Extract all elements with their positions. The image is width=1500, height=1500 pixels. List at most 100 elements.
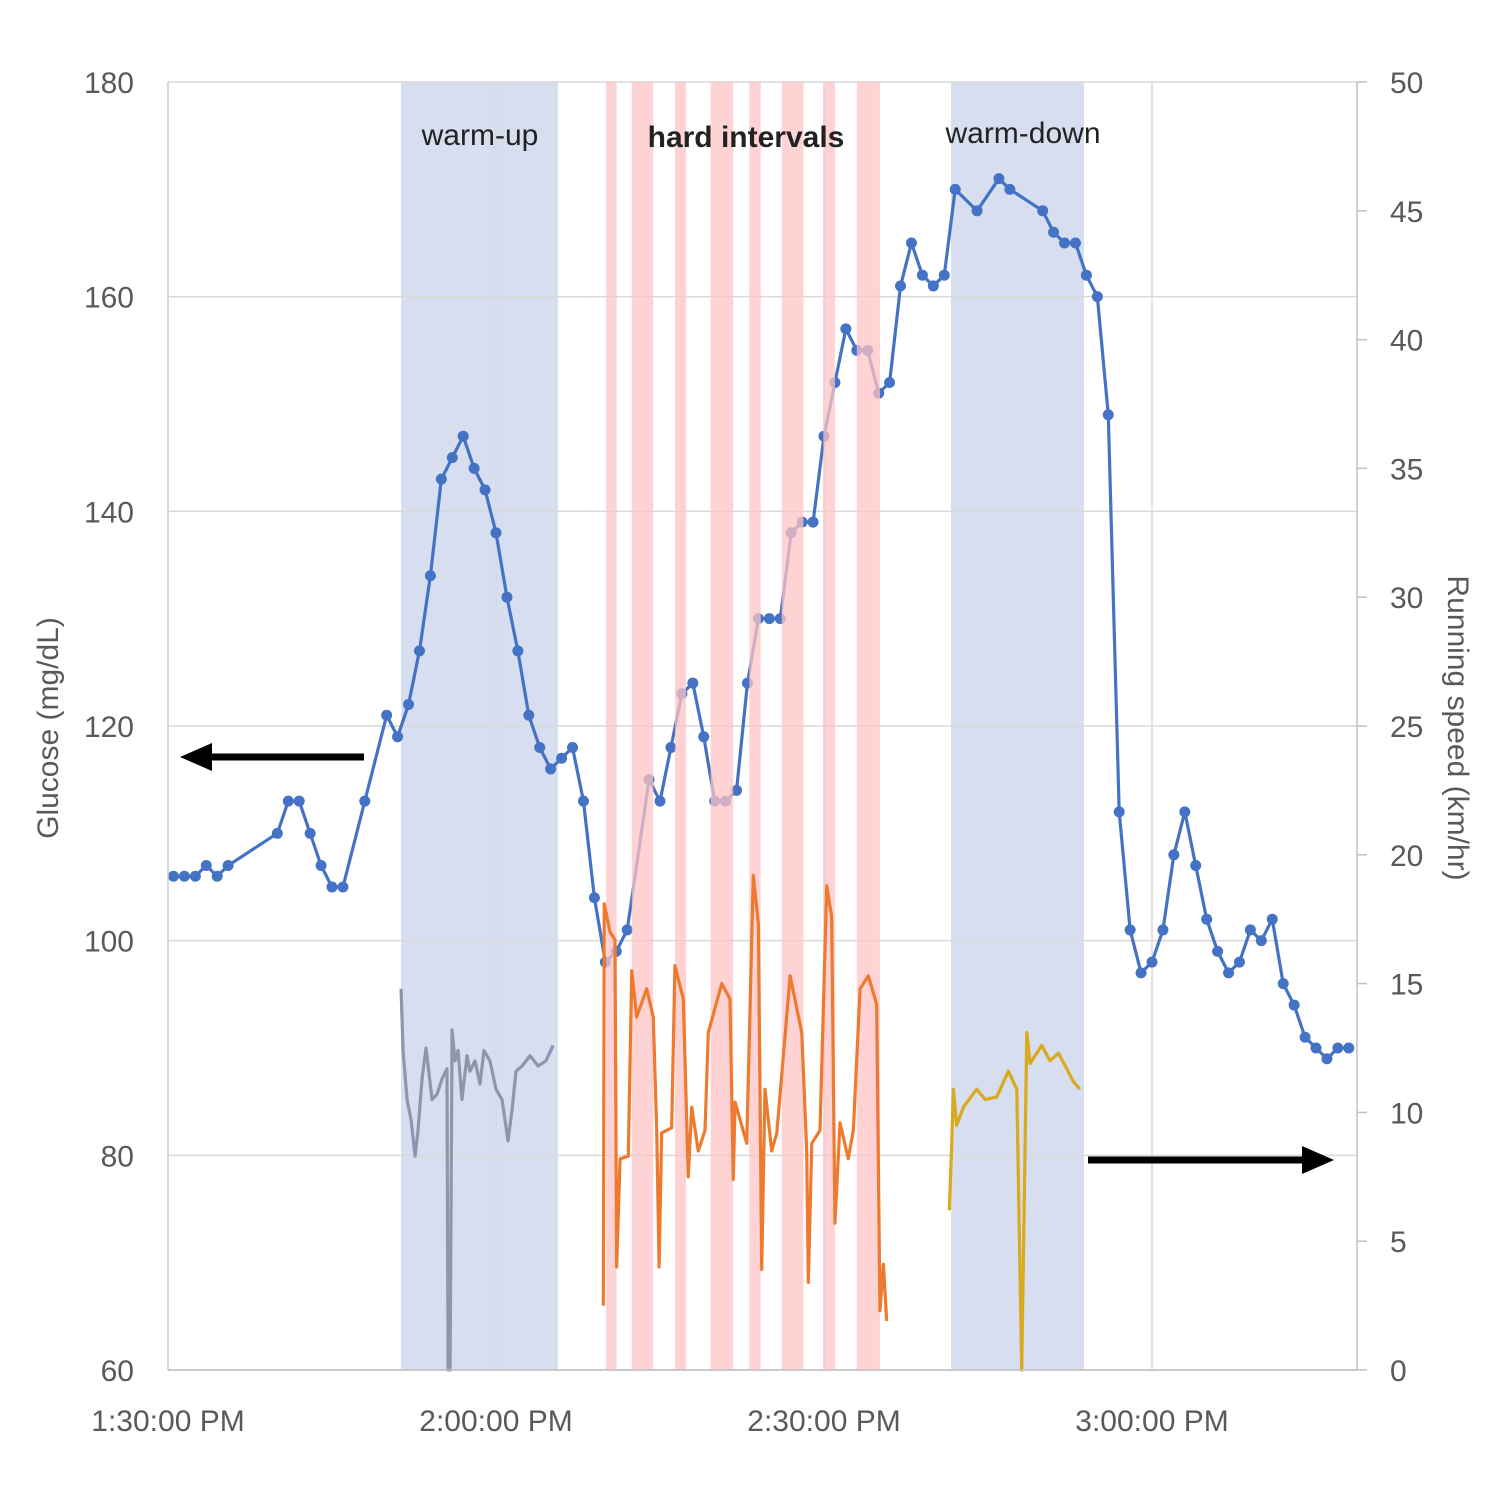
hard-interval-bands xyxy=(606,82,880,1370)
glucose-point xyxy=(905,237,917,249)
right-tick-label: 5 xyxy=(1390,1226,1407,1259)
x-tick-label: 2:30:00 PM xyxy=(747,1405,900,1438)
glucose-point xyxy=(211,870,223,882)
glucose-point xyxy=(403,699,415,711)
glucose-point xyxy=(326,881,338,893)
glucose-point xyxy=(971,205,983,217)
glucose-point xyxy=(1113,806,1125,818)
glucose-point xyxy=(490,527,502,539)
right-tick-label: 25 xyxy=(1390,711,1423,744)
glucose-point xyxy=(1037,205,1049,217)
left-axis-title: Glucose (mg/dL) xyxy=(32,617,65,839)
glucose-point xyxy=(271,827,283,839)
right-tick-label: 35 xyxy=(1390,453,1423,486)
glucose-point xyxy=(1069,237,1081,249)
speed-series xyxy=(399,873,1082,1372)
glucose-point xyxy=(1190,860,1202,872)
glucose-point xyxy=(512,645,524,657)
glucose-point xyxy=(413,645,425,657)
glucose-point xyxy=(1091,291,1103,303)
right-axis-title: Running speed (km/hr) xyxy=(1441,575,1474,880)
glucose-point xyxy=(1179,806,1191,818)
x-tick-label: 2:00:00 PM xyxy=(419,1405,572,1438)
intervals-speed-line xyxy=(601,873,889,1322)
glucose-point xyxy=(501,591,513,603)
right-tick-label: 10 xyxy=(1390,1097,1423,1130)
axes xyxy=(167,81,1367,1371)
right-tick-label: 15 xyxy=(1390,969,1423,1002)
glucose-point xyxy=(167,870,179,882)
glucose-point xyxy=(763,613,775,625)
glucose-point xyxy=(1233,956,1245,968)
glucose-point xyxy=(1321,1053,1333,1065)
annotation-warmup: warm-up xyxy=(421,119,539,152)
glucose-point xyxy=(1212,945,1224,957)
glucose-point xyxy=(938,269,950,281)
left-arrow xyxy=(180,743,364,771)
left-tick-label: 160 xyxy=(84,282,134,315)
glucose-point xyxy=(927,280,939,292)
glucose-point xyxy=(523,709,535,721)
glucose-point xyxy=(1277,978,1289,990)
glucose-point xyxy=(1244,924,1256,936)
glucose-point xyxy=(884,377,896,389)
glucose-point xyxy=(1343,1042,1355,1054)
glucose-point xyxy=(337,881,349,893)
glucose-point xyxy=(1146,956,1158,968)
glucose-point xyxy=(1332,1042,1344,1054)
glucose-point xyxy=(687,677,699,689)
glucose-point xyxy=(949,183,961,195)
left-arrow-head xyxy=(180,743,212,771)
glucose-point xyxy=(392,731,404,743)
glucose-point xyxy=(1288,999,1300,1011)
right-arrow xyxy=(1088,1146,1334,1174)
glucose-point xyxy=(222,860,234,872)
glucose-point xyxy=(315,860,327,872)
annotation-hard-intervals: hard intervals xyxy=(648,121,845,154)
left-tick-label: 80 xyxy=(101,1140,134,1173)
hard-band xyxy=(781,82,804,1370)
glucose-point xyxy=(200,860,212,872)
left-tick-label: 60 xyxy=(101,1355,134,1388)
glucose-point xyxy=(1080,269,1092,281)
glucose-point xyxy=(479,484,491,496)
left-tick-label: 140 xyxy=(84,496,134,529)
glucose-point xyxy=(1124,924,1136,936)
annotation-warmdown: warm-down xyxy=(944,117,1100,150)
glucose-point xyxy=(435,473,447,485)
glucose-point xyxy=(621,924,633,936)
glucose-point xyxy=(189,870,201,882)
glucose-point xyxy=(1102,409,1114,421)
glucose-point xyxy=(993,173,1005,185)
glucose-point xyxy=(577,795,589,807)
glucose-point xyxy=(895,280,907,292)
hard-band xyxy=(823,82,835,1370)
glucose-point xyxy=(1157,924,1169,936)
glucose-point xyxy=(1059,237,1071,249)
glucose-point xyxy=(457,430,469,442)
glucose-point xyxy=(468,462,480,474)
right-tick-label: 30 xyxy=(1390,582,1423,615)
glucose-point xyxy=(588,892,600,904)
glucose-point xyxy=(1255,935,1267,947)
warmup-speed-line xyxy=(399,988,555,1372)
glucose-point xyxy=(534,741,546,753)
right-arrow-head xyxy=(1302,1146,1334,1174)
hard-band xyxy=(710,82,734,1370)
glucose-point xyxy=(1299,1031,1311,1043)
glucose-series xyxy=(167,173,1355,1065)
right-tick-label: 0 xyxy=(1390,1355,1407,1388)
glucose-point xyxy=(1201,913,1213,925)
glucose-point xyxy=(282,795,294,807)
glucose-point xyxy=(304,827,316,839)
glucose-point xyxy=(1004,183,1016,195)
glucose-point xyxy=(381,709,393,721)
left-tick-label: 100 xyxy=(84,926,134,959)
glucose-point xyxy=(731,784,743,796)
glucose-point xyxy=(1168,849,1180,861)
glucose-point xyxy=(446,452,458,464)
right-tick-label: 50 xyxy=(1390,67,1423,100)
glucose-point xyxy=(1266,913,1278,925)
hard-band xyxy=(674,82,687,1370)
